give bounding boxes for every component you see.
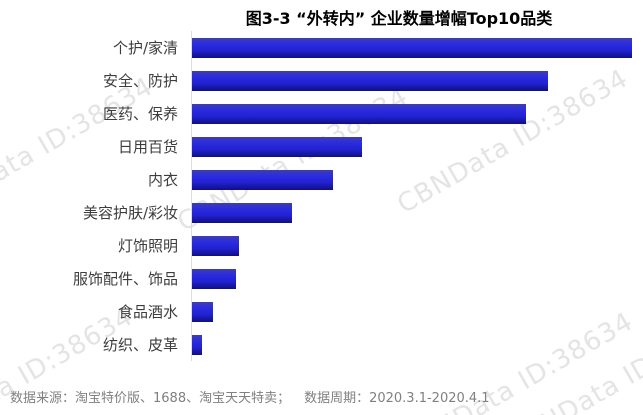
bar-row: 个护/家清 xyxy=(0,31,643,64)
bar xyxy=(192,202,292,223)
category-label: 食品酒水 xyxy=(117,303,178,321)
bar xyxy=(192,136,362,157)
bar-track xyxy=(191,64,643,97)
bar-track xyxy=(191,97,643,130)
category-label: 日用百货 xyxy=(117,138,178,156)
bar-row: 美容护肤/彩妆 xyxy=(0,196,643,229)
bar xyxy=(192,235,240,256)
bar xyxy=(192,169,333,190)
category-label: 服饰配件、饰品 xyxy=(72,270,178,288)
bar-track xyxy=(191,229,643,262)
bar-track xyxy=(191,196,643,229)
bar xyxy=(192,301,214,322)
category-label: 安全、防护 xyxy=(102,72,178,90)
category-label: 美容护肤/彩妆 xyxy=(82,204,178,222)
bar-chart: 个护/家清安全、防护医药、保养日用百货内衣美容护肤/彩妆灯饰照明服饰配件、饰品食… xyxy=(0,31,643,361)
bar-row: 服饰配件、饰品 xyxy=(0,262,643,295)
bar-row: 日用百货 xyxy=(0,130,643,163)
data-source-text: 数据来源：淘宝特价版、1688、淘宝天天特卖； xyxy=(10,391,291,406)
bar xyxy=(192,103,527,124)
bar xyxy=(192,334,203,355)
bar-track xyxy=(191,295,643,328)
bar-row: 纺织、皮革 xyxy=(0,328,643,361)
bar-row: 灯饰照明 xyxy=(0,229,643,262)
category-label: 纺织、皮革 xyxy=(102,336,178,354)
bar-row: 安全、防护 xyxy=(0,64,643,97)
bar-track xyxy=(191,31,643,64)
bar xyxy=(192,37,632,58)
bar-track xyxy=(191,163,643,196)
data-period-text: 数据周期：2020.3.1-2020.4.1 xyxy=(304,391,490,406)
bar xyxy=(192,268,236,289)
category-label: 内衣 xyxy=(147,171,178,189)
bar-track xyxy=(191,130,643,163)
bar-track xyxy=(191,262,643,295)
category-label: 医药、保养 xyxy=(102,105,178,123)
chart-title: 图3-3 “外转内” 企业数量增幅Top10品类 xyxy=(245,9,553,28)
bar xyxy=(192,70,549,91)
footer-note: 数据来源：淘宝特价版、1688、淘宝天天特卖； 数据周期：2020.3.1-202… xyxy=(10,387,490,406)
bar-track xyxy=(191,328,643,361)
category-label: 灯饰照明 xyxy=(117,237,178,255)
bar-row: 食品酒水 xyxy=(0,295,643,328)
category-label: 个护/家清 xyxy=(112,39,178,57)
bar-row: 医药、保养 xyxy=(0,97,643,130)
bar-row: 内衣 xyxy=(0,163,643,196)
